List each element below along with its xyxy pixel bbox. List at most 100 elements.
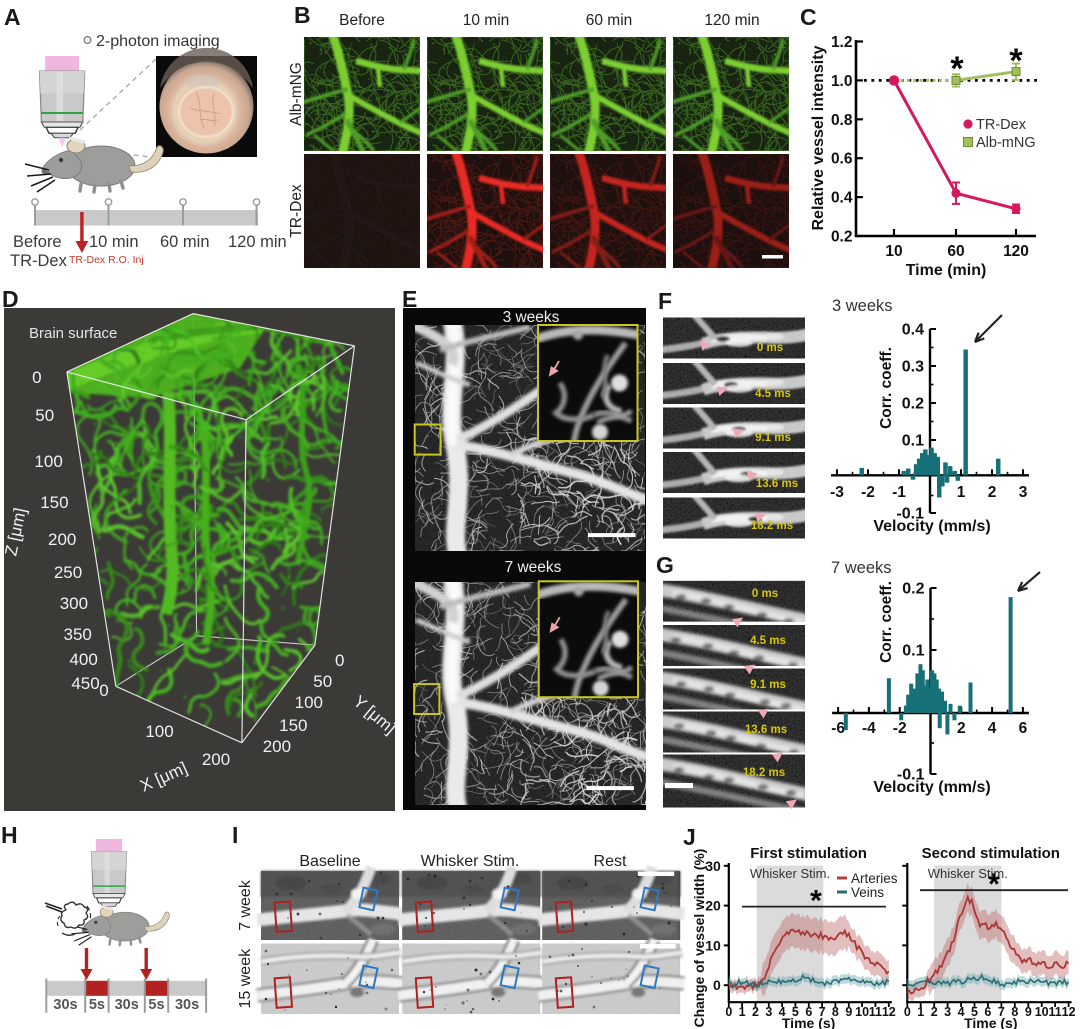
svg-text:3: 3 [765,1005,772,1019]
svg-text:5: 5 [792,1005,799,1019]
svg-text:100: 100 [295,693,323,712]
svg-text:300: 300 [60,594,88,613]
svg-text:60: 60 [947,243,964,260]
svg-text:7: 7 [998,1005,1005,1019]
svg-text:1.0: 1.0 [831,73,853,90]
svg-text:18.2 ms: 18.2 ms [743,767,785,779]
svg-text:Change of vessel width (%): Change of vessel width (%) [692,849,707,1028]
svg-text:-1: -1 [892,484,906,501]
svg-text:150: 150 [40,493,68,512]
svg-text:60 min: 60 min [160,233,210,251]
svg-text:-0.1: -0.1 [897,767,925,784]
svg-text:10: 10 [705,937,721,953]
svg-text:1: 1 [957,484,966,501]
svg-text:15 week: 15 week [237,948,254,1009]
svg-text:2: 2 [988,484,997,501]
svg-text:0: 0 [32,368,41,387]
svg-text:Alb-mNG: Alb-mNG [976,135,1036,151]
svg-text:30s: 30s [175,997,199,1013]
svg-text:Before: Before [13,233,62,251]
svg-text:50: 50 [35,406,54,425]
svg-text:3 weeks: 3 weeks [832,297,893,315]
svg-text:-0.1: -0.1 [896,506,924,523]
svg-text:120 min: 120 min [228,233,287,251]
svg-text:7 weeks: 7 weeks [831,559,892,577]
svg-text:6: 6 [984,1005,991,1019]
svg-text:18.2 ms: 18.2 ms [751,520,793,532]
svg-text:1: 1 [917,1005,924,1019]
svg-text:4: 4 [958,1005,965,1019]
svg-text:2: 2 [931,1005,938,1019]
svg-text:9: 9 [845,1005,852,1019]
svg-text:4: 4 [779,1005,786,1019]
svg-text:1: 1 [739,1005,746,1019]
svg-text:0 ms: 0 ms [757,342,783,354]
svg-text:100: 100 [145,722,173,741]
svg-text:200: 200 [48,530,76,549]
svg-text:9: 9 [1025,1005,1032,1019]
svg-text:Baseline: Baseline [299,853,360,870]
svg-text:Time (min): Time (min) [906,262,987,279]
svg-text:7 weeks: 7 weeks [505,559,562,576]
svg-text:-4: -4 [862,720,876,737]
svg-text:8: 8 [832,1005,839,1019]
svg-text:12: 12 [882,1005,896,1019]
svg-text:0.3: 0.3 [902,359,924,376]
svg-text:Whisker Stim.: Whisker Stim. [750,866,830,881]
svg-text:200: 200 [263,737,291,756]
svg-text:60 min: 60 min [586,12,633,29]
svg-text:TR-Dex R.O. Inj: TR-Dex R.O. Inj [69,254,144,266]
svg-text:5s: 5s [148,997,164,1013]
svg-text:10 min: 10 min [463,12,510,29]
svg-text:5: 5 [971,1005,978,1019]
svg-text:Relative vessel intensity: Relative vessel intensity [810,45,827,230]
svg-text:Rest: Rest [594,853,627,870]
svg-text:400: 400 [69,650,97,669]
svg-text:8: 8 [1011,1005,1018,1019]
svg-text:Velocity (mm/s): Velocity (mm/s) [873,518,990,535]
svg-text:0 ms: 0 ms [752,588,778,600]
svg-text:30s: 30s [115,997,139,1013]
svg-text:6: 6 [1019,720,1028,737]
svg-text:50: 50 [313,672,332,691]
svg-text:Corr. coeff.: Corr. coeff. [878,581,895,663]
svg-text:13.6 ms: 13.6 ms [745,724,787,736]
svg-text:0.1: 0.1 [902,433,924,450]
svg-text:30: 30 [705,858,721,874]
svg-text:*: * [950,50,964,88]
svg-text:12: 12 [1062,1005,1076,1019]
svg-text:200: 200 [202,750,230,769]
svg-text:7: 7 [819,1005,826,1019]
svg-text:Arteries: Arteries [851,871,898,886]
svg-text:10 min: 10 min [89,233,139,251]
svg-text:3 weeks: 3 weeks [503,309,560,326]
svg-text:10: 10 [855,1005,869,1019]
svg-text:6: 6 [805,1005,812,1019]
svg-text:0: 0 [904,1005,911,1019]
svg-text:5s: 5s [89,997,105,1013]
svg-text:First stimulation: First stimulation [750,845,867,862]
svg-text:Whisker Stim.: Whisker Stim. [421,853,520,870]
svg-text:4.5 ms: 4.5 ms [750,635,786,647]
svg-text:3: 3 [944,1005,951,1019]
svg-text:0.1: 0.1 [902,643,924,660]
svg-text:0: 0 [725,1005,732,1019]
svg-text:9.1 ms: 9.1 ms [755,432,791,444]
svg-text:Before: Before [339,12,385,29]
svg-text:250: 250 [54,563,82,582]
svg-text:9.1 ms: 9.1 ms [750,679,786,691]
svg-text:0.6: 0.6 [831,151,853,168]
svg-text:2: 2 [957,720,966,737]
svg-text:-2: -2 [861,484,875,501]
svg-text:10: 10 [1035,1005,1049,1019]
svg-text:4: 4 [988,720,997,737]
svg-text:120: 120 [1003,243,1029,260]
svg-text:3: 3 [1019,484,1028,501]
svg-text:0.2: 0.2 [902,396,924,413]
svg-text:*: * [810,885,822,918]
svg-text:150: 150 [279,716,307,735]
svg-text:0.4: 0.4 [831,190,853,207]
svg-text:0: 0 [713,977,721,993]
svg-text:0: 0 [335,651,344,670]
svg-text:Brain surface: Brain surface [29,325,117,342]
